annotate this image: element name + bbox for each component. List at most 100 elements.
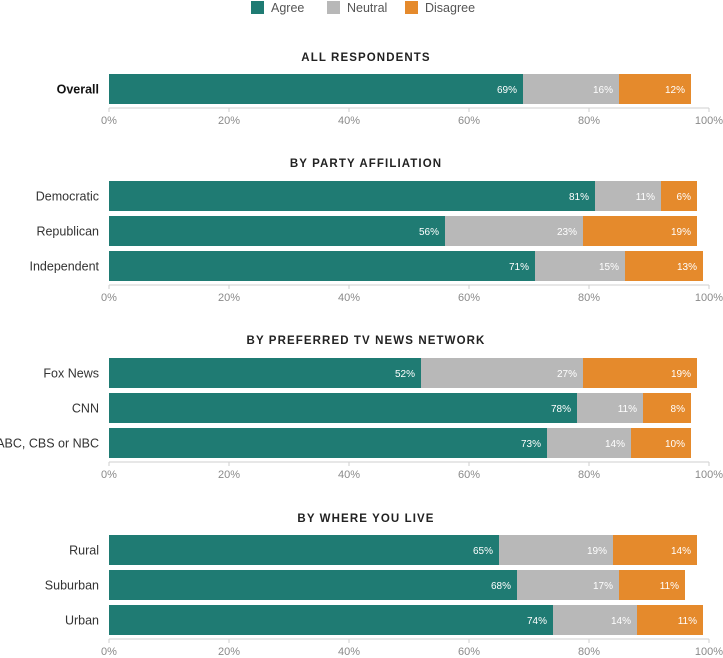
bar-segment-agree (109, 428, 547, 458)
bar-segment-disagree (661, 181, 697, 211)
x-tick-label: 0% (101, 469, 117, 481)
bar-segment-agree (109, 358, 421, 388)
bar-segment-disagree (583, 216, 697, 246)
x-tick-label: 40% (338, 292, 360, 304)
x-tick-label: 0% (101, 115, 117, 127)
x-tick-label: 80% (578, 646, 600, 658)
value-label-agree: 56% (419, 227, 439, 238)
value-label-neutral: 27% (557, 369, 577, 380)
bar-row-overall: Overall 69% 16% 12% (57, 74, 691, 104)
value-label-disagree: 14% (671, 546, 691, 557)
category-label: ABC, CBS or NBC (0, 437, 99, 451)
bar-segment-agree (109, 605, 553, 635)
legend: Agree Neutral Disagree (251, 1, 475, 15)
x-tick-label: 100% (695, 292, 723, 304)
x-tick-label: 80% (578, 469, 600, 481)
value-label-agree: 78% (551, 404, 571, 415)
chart-panels: ALL RESPONDENTS Overall 69% 16% 12% 0% 20% 40% 6… (0, 52, 723, 658)
panel-by-preferred-tv-news-network: BY PREFERRED TV NEWS NETWORK Fox News 52% 2… (0, 335, 723, 481)
category-label: Democratic (36, 190, 99, 204)
value-label-agree: 52% (395, 369, 415, 380)
x-tick-label: 60% (458, 292, 480, 304)
panel-by-where-you-live: BY WHERE YOU LIVE Rural 65% 19% 14% Suburban 6… (45, 513, 723, 658)
category-label: Independent (29, 260, 99, 274)
x-tick-label: 20% (218, 292, 240, 304)
x-tick-label: 0% (101, 292, 117, 304)
legend-label-neutral: Neutral (347, 1, 387, 15)
legend-item-agree: Agree (251, 1, 304, 15)
x-tick-label: 100% (695, 115, 723, 127)
bar-segment-neutral (535, 251, 625, 281)
value-label-neutral: 14% (605, 439, 625, 450)
panel-title: BY PARTY AFFILIATION (290, 158, 442, 170)
legend-swatch-agree (251, 1, 264, 14)
bar-row-independent: Independent 71% 15% 13% (29, 251, 703, 281)
x-axis: 0% 20% 40% 60% 80% 100% (101, 107, 723, 127)
bar-segment-neutral (547, 428, 631, 458)
value-label-agree: 65% (473, 546, 493, 557)
value-label-agree: 81% (569, 192, 589, 203)
panel-title: BY WHERE YOU LIVE (297, 513, 434, 525)
x-tick-label: 100% (695, 469, 723, 481)
bar-segment-neutral (517, 570, 619, 600)
value-label-agree: 73% (521, 439, 541, 450)
x-tick-label: 40% (338, 115, 360, 127)
panel-title: ALL RESPONDENTS (301, 52, 430, 64)
bar-segment-neutral (595, 181, 661, 211)
bar-segment-agree (109, 570, 517, 600)
value-label-agree: 69% (497, 85, 517, 96)
value-label-disagree: 8% (671, 404, 686, 415)
bar-segment-neutral (553, 605, 637, 635)
legend-swatch-neutral (327, 1, 340, 14)
value-label-neutral: 23% (557, 227, 577, 238)
value-label-disagree: 13% (677, 262, 697, 273)
value-label-neutral: 15% (599, 262, 619, 273)
bar-row-republican: Republican 56% 23% 19% (36, 216, 697, 246)
bar-segment-agree (109, 181, 595, 211)
x-axis: 0% 20% 40% 60% 80% 100% (101, 638, 723, 658)
x-axis: 0% 20% 40% 60% 80% 100% (101, 461, 723, 481)
x-tick-label: 60% (458, 115, 480, 127)
bar-row-fox-news: Fox News 52% 27% 19% (43, 358, 697, 388)
legend-label-agree: Agree (271, 1, 304, 15)
bar-row-urban: Urban 74% 14% 11% (65, 605, 703, 635)
bar-segment-agree (109, 74, 523, 104)
bar-segment-disagree (625, 251, 703, 281)
x-tick-label: 80% (578, 292, 600, 304)
value-label-neutral: 14% (611, 616, 631, 627)
x-tick-label: 20% (218, 646, 240, 658)
value-label-agree: 74% (527, 616, 547, 627)
value-label-neutral: 11% (636, 192, 655, 203)
bar-segment-disagree (637, 605, 703, 635)
bar-segment-disagree (619, 570, 685, 600)
x-tick-label: 20% (218, 469, 240, 481)
bar-segment-disagree (583, 358, 697, 388)
bar-segment-agree (109, 535, 499, 565)
legend-swatch-disagree (405, 1, 418, 14)
value-label-agree: 71% (509, 262, 529, 273)
bar-row-abc-cbs-or-nbc: ABC, CBS or NBC 73% 14% 10% (0, 428, 691, 458)
x-axis: 0% 20% 40% 60% 80% 100% (101, 284, 723, 304)
value-label-disagree: 6% (677, 192, 692, 203)
value-label-neutral: 19% (587, 546, 607, 557)
panel-by-party-affiliation: BY PARTY AFFILIATION Democratic 81% 11% 6% Re… (29, 158, 723, 304)
bar-row-rural: Rural 65% 19% 14% (69, 535, 697, 565)
bar-segment-neutral (445, 216, 583, 246)
category-label: Urban (65, 614, 99, 628)
bar-segment-neutral (421, 358, 583, 388)
legend-item-disagree: Disagree (405, 1, 475, 15)
x-tick-label: 80% (578, 115, 600, 127)
value-label-disagree: 11% (678, 616, 697, 627)
category-label: Rural (69, 544, 99, 558)
bar-segment-agree (109, 251, 535, 281)
category-label: Suburban (45, 579, 99, 593)
legend-item-neutral: Neutral (327, 1, 387, 15)
value-label-neutral: 17% (593, 581, 613, 592)
bar-segment-agree (109, 393, 577, 423)
category-label: Fox News (43, 367, 99, 381)
value-label-disagree: 19% (671, 369, 691, 380)
x-tick-label: 40% (338, 469, 360, 481)
value-label-disagree: 10% (665, 439, 685, 450)
x-tick-label: 60% (458, 469, 480, 481)
value-label-disagree: 11% (660, 581, 679, 592)
